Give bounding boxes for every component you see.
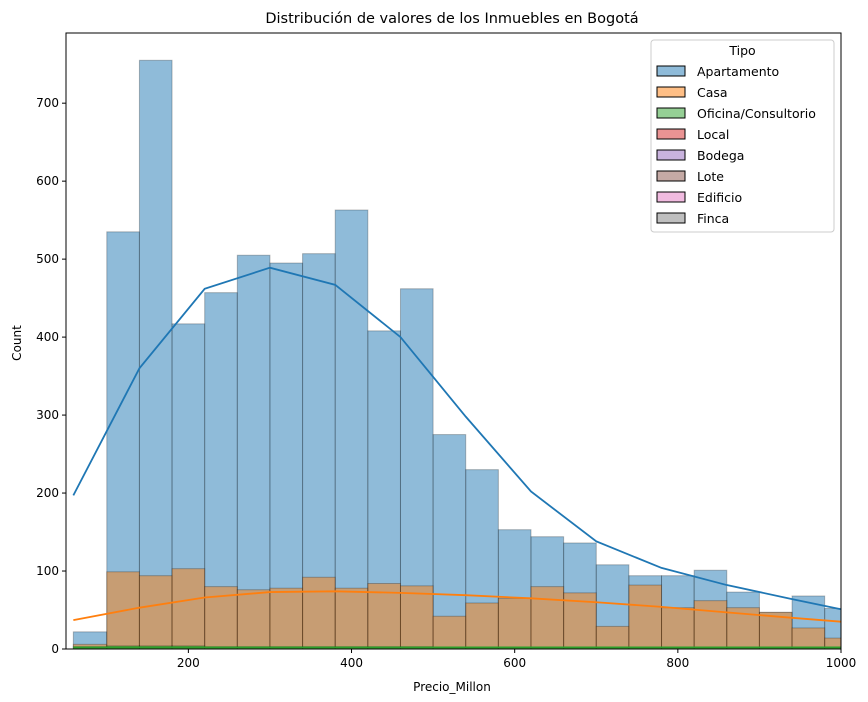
y-tick-label: 700 [36,96,59,110]
legend-entry-label: Local [697,127,729,142]
bar-casa-5 [236,589,271,649]
bar-casa-2 [138,575,173,649]
bar-casa-17 [628,584,663,649]
kde-layer [72,266,841,649]
y-tick-label: 100 [36,564,59,578]
bar-casa-19 [693,600,728,649]
axes: 200 400 600 800 1000 0 100 200 300 400 500 600 700 [36,32,857,670]
bar-casa-12 [465,602,499,649]
y-tick-label: 200 [36,486,59,500]
kde-line-apartamento [72,266,841,611]
bar-casa-8 [334,587,369,649]
bar-apartamento-5 [236,254,271,649]
legend-swatch [656,212,686,224]
legend-entry-label: Casa [697,85,728,100]
bar-casa-3 [171,568,206,649]
legend-swatch [656,86,686,98]
bar-casa-10 [399,585,434,649]
legend-entry-label: Lote [697,169,724,184]
bar-casa-7 [302,576,336,649]
legend-swatch [656,170,686,182]
bars-layer [72,59,841,649]
y-tick-label: 500 [36,252,59,266]
plot-frame [65,32,842,650]
legend-title: Tipo [728,43,755,58]
y-axis-label: Count [10,325,24,361]
x-tick-label: 1000 [826,656,857,670]
x-tick-label: 600 [503,656,526,670]
legend: Tipo Apartamento Casa Oficina/Consultorio Lo… [650,39,835,233]
bar-apartamento-2 [138,59,173,649]
legend-entry-label: Bodega [697,148,744,163]
legend-entry-label: Apartamento [697,64,779,79]
legend-swatch [656,128,686,140]
legend-entry-label: Edificio [697,190,742,205]
bar-apartamento-6 [269,262,304,649]
chart-title: Distribución de valores de los Inmuebles… [265,11,638,27]
legend-swatch [656,65,686,77]
x-tick-label: 400 [340,656,363,670]
legend-box [650,39,835,233]
x-tick-label: 800 [666,656,689,670]
bar-casa-22 [791,627,826,649]
x-axis-label: Precio_Millon [413,680,491,694]
legend-swatch [656,149,686,161]
legend-swatch [656,107,686,119]
legend-entry-label: Oficina/Consultorio [697,106,816,121]
bar-casa-16 [595,625,630,649]
bar-apartamento-8 [334,209,369,649]
bar-casa-14 [530,586,565,649]
kde-line-casa [73,590,841,623]
bar-casa-13 [497,597,532,649]
y-tick-label: 300 [36,408,59,422]
y-tick-label: 600 [36,174,59,188]
bar-casa-18 [661,607,695,649]
bar-casa-21 [758,611,793,649]
legend-entry-label: Finca [697,211,729,226]
bar-apartamento-11 [432,434,467,649]
y-tick-label: 0 [51,642,59,656]
legend-swatch [656,191,686,203]
bar-casa-11 [432,615,467,649]
bar-casa-6 [269,587,304,649]
y-tick-label: 400 [36,330,59,344]
x-tick-label: 200 [177,656,200,670]
